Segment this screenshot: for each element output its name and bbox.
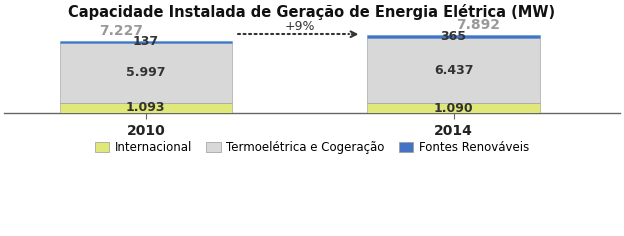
Text: 7.227: 7.227	[99, 24, 143, 38]
Bar	[368, 103, 540, 114]
Text: 1.090: 1.090	[434, 101, 474, 114]
Legend: Internacional, Termoelétrica e Cogeração, Fontes Renováveis: Internacional, Termoelétrica e Cogeração…	[90, 136, 534, 159]
Text: 365: 365	[441, 30, 467, 43]
Bar	[368, 35, 540, 38]
Bar	[368, 38, 540, 103]
Text: +9%: +9%	[285, 20, 315, 33]
Text: 5.997: 5.997	[126, 66, 165, 79]
Text: 1.093: 1.093	[126, 101, 165, 114]
Title: Capacidade Instalada de Geração de Energia Elétrica (MW): Capacidade Instalada de Geração de Energ…	[69, 4, 555, 20]
Bar	[59, 102, 232, 114]
Text: 6.437: 6.437	[434, 64, 474, 77]
Bar	[59, 41, 232, 42]
Text: 137: 137	[133, 35, 159, 48]
Text: 7.892: 7.892	[456, 18, 500, 32]
Bar	[59, 42, 232, 102]
